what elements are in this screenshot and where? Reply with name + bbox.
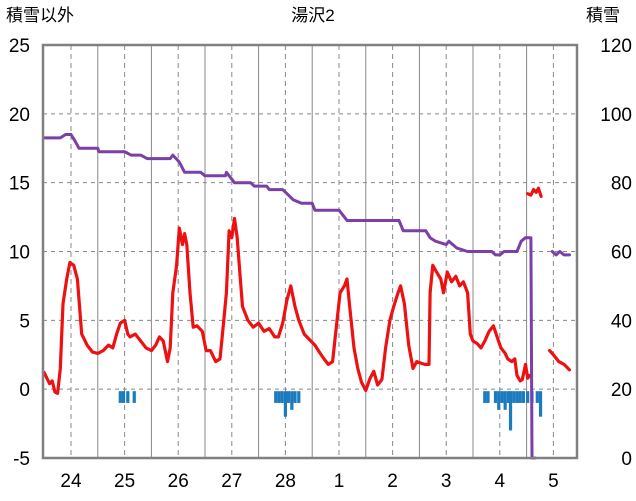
temperature-line [42, 216, 532, 395]
x-tick-label: 27 [221, 471, 242, 492]
precip-bar [290, 391, 294, 410]
left-tick-label: 10 [9, 243, 30, 264]
precip-bar [132, 391, 136, 403]
precip-bar [287, 391, 291, 403]
precip-bar [493, 391, 498, 403]
precip-bar [503, 391, 507, 410]
precip-bar [521, 391, 525, 403]
x-tick-label: 5 [548, 471, 559, 492]
snow-depth-line [42, 133, 537, 460]
precip-bar [486, 391, 490, 403]
precip-bar [483, 391, 487, 403]
temperature-line [547, 349, 572, 372]
precip-bar [280, 391, 284, 403]
chart-title: 湯沢2 [291, 6, 334, 25]
left-tick-label: 0 [19, 380, 30, 401]
left-tick-label: 5 [19, 311, 30, 332]
precip-bar [497, 391, 501, 410]
right-tick-label: 20 [611, 380, 632, 401]
precip-bar [526, 391, 530, 403]
precip-bar [121, 391, 126, 403]
precip-bar [508, 391, 513, 431]
series-lines [42, 133, 572, 460]
precip-bar [297, 391, 301, 403]
precip-bar [274, 391, 278, 403]
left-tick-label: 15 [9, 174, 30, 195]
precip-bar [512, 391, 516, 403]
precip-bar [283, 391, 288, 417]
precip-bar [293, 391, 297, 403]
precip-bar [277, 391, 281, 403]
left-tick-label: -5 [13, 449, 30, 470]
x-tick-label: 24 [60, 471, 82, 492]
x-tick-label: 26 [168, 471, 189, 492]
right-tick-label: 100 [600, 105, 632, 126]
x-tick-label: 4 [495, 471, 506, 492]
x-tick-label: 3 [441, 471, 452, 492]
precip-bar [535, 391, 539, 403]
plot-frame [41, 43, 579, 460]
precip-bar [518, 391, 522, 403]
x-tick-label: 1 [334, 471, 345, 492]
precip-bar [500, 391, 504, 403]
snow-depth-line [550, 250, 571, 257]
right-tick-label: 60 [611, 243, 632, 264]
x-tick-label: 25 [114, 471, 135, 492]
right-tick-label: 40 [611, 311, 632, 332]
left-axis-label: 積雪以外 [6, 6, 74, 25]
tick-labels: 25 20 15 10 5 0 -5 120 100 80 60 40 20 0 24 25 26 27 28 1 2 3… [9, 36, 632, 492]
right-axis-label: 積雪 [586, 6, 620, 25]
left-tick-label: 20 [9, 105, 30, 126]
precip-bar [515, 391, 519, 403]
precip-bar [538, 391, 543, 417]
right-tick-label: 80 [611, 174, 632, 195]
left-tick-label: 25 [9, 36, 30, 57]
precip-bar [506, 391, 510, 403]
x-tick-label: 28 [275, 471, 296, 492]
temperature-line [526, 186, 543, 198]
right-tick-label: 120 [600, 36, 632, 57]
x-tick-label: 2 [387, 471, 398, 492]
precip-bar [126, 391, 130, 403]
precip-bar [118, 391, 122, 403]
precipitation-bars [118, 391, 543, 431]
right-tick-label: 0 [621, 449, 632, 470]
